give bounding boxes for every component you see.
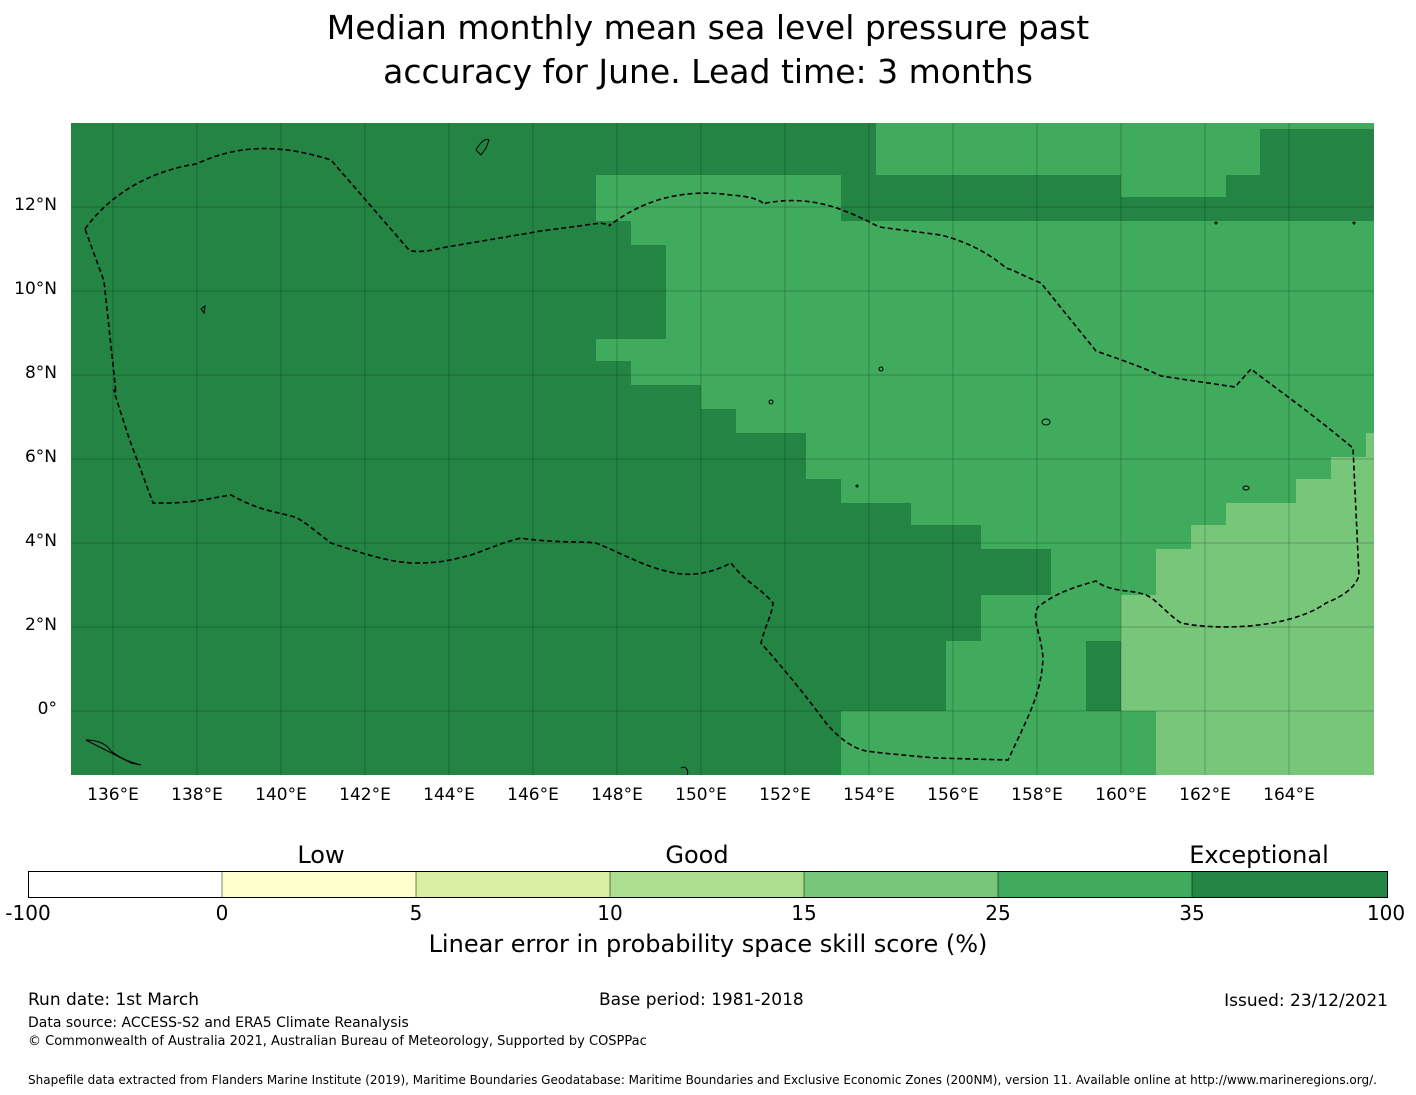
y-tick-2n: 2°N xyxy=(24,615,57,635)
x-tick-138e: 138°E xyxy=(171,785,223,805)
y-tick-8n: 8°N xyxy=(24,363,57,383)
x-tick-144e: 144°E xyxy=(423,785,475,805)
colorbar-swatch-4 xyxy=(610,871,804,898)
x-tick-148e: 148°E xyxy=(591,785,643,805)
x-tick-150e: 150°E xyxy=(675,785,727,805)
y-tick-12n: 12°N xyxy=(14,195,57,215)
colorbar-tick-15: 15 xyxy=(791,901,817,925)
shapefile-credit: Shapefile data extracted from Flanders M… xyxy=(28,1073,1377,1087)
exceptional-skill-patches xyxy=(596,129,1374,711)
colorbar xyxy=(28,871,1388,898)
colorbar-swatch-3 xyxy=(416,871,610,898)
run-date: Run date: 1st March xyxy=(28,990,200,1010)
colorbar-category-exceptional: Exceptional xyxy=(1189,841,1329,869)
x-tick-154e: 154°E xyxy=(843,785,895,805)
y-tick-4n: 4°N xyxy=(24,531,57,551)
issued-date: Issued: 23/12/2021 xyxy=(1224,991,1388,1011)
colorbar-category-good: Good xyxy=(665,841,729,869)
x-tick-136e: 136°E xyxy=(87,785,139,805)
colorbar-tick-10: 10 xyxy=(597,901,623,925)
colorbar-swatch-1 xyxy=(28,871,222,898)
colorbar-tick-neg100: -100 xyxy=(5,901,51,925)
x-tick-164e: 164°E xyxy=(1263,785,1315,805)
colorbar-tick-25: 25 xyxy=(985,901,1011,925)
colorbar-category-low: Low xyxy=(297,841,345,869)
base-period: Base period: 1981-2018 xyxy=(599,990,804,1010)
colorbar-tick-5: 5 xyxy=(409,901,423,925)
copyright: © Commonwealth of Australia 2021, Austra… xyxy=(28,1034,647,1049)
eez-boundary xyxy=(84,147,1360,761)
map-svg xyxy=(71,123,1374,775)
colorbar-dividers xyxy=(221,871,1193,898)
title-line-1: Median monthly mean sea level pressure p… xyxy=(326,8,1090,47)
good-skill-region xyxy=(1121,433,1374,775)
colorbar-tick-35: 35 xyxy=(1179,901,1205,925)
x-tick-160e: 160°E xyxy=(1095,785,1147,805)
skill-map xyxy=(71,123,1374,775)
y-tick-0: 0° xyxy=(37,699,57,719)
y-tick-6n: 6°N xyxy=(24,447,57,467)
chart-title: Median monthly mean sea level pressure p… xyxy=(0,6,1416,94)
title-line-2: accuracy for June. Lead time: 3 months xyxy=(383,52,1033,91)
x-tick-158e: 158°E xyxy=(1011,785,1063,805)
colorbar-label: Linear error in probability space skill … xyxy=(428,930,988,958)
colorbar-swatch-7 xyxy=(1192,871,1388,898)
x-tick-152e: 152°E xyxy=(759,785,811,805)
colorbar-tick-100: 100 xyxy=(1366,901,1406,925)
colorbar-tick-0: 0 xyxy=(215,901,229,925)
colorbar-swatch-6 xyxy=(998,871,1192,898)
x-tick-146e: 146°E xyxy=(507,785,559,805)
colorbar-swatch-2 xyxy=(222,871,416,898)
colorbar-frame xyxy=(28,871,1388,898)
graticule xyxy=(71,123,1374,775)
colorbar-swatch-5 xyxy=(804,871,998,898)
y-tick-10n: 10°N xyxy=(14,279,57,299)
islands xyxy=(85,138,1356,775)
x-tick-142e: 142°E xyxy=(339,785,391,805)
x-tick-162e: 162°E xyxy=(1179,785,1231,805)
x-tick-140e: 140°E xyxy=(255,785,307,805)
x-tick-156e: 156°E xyxy=(927,785,979,805)
data-source: Data source: ACCESS-S2 and ERA5 Climate … xyxy=(28,1015,409,1031)
